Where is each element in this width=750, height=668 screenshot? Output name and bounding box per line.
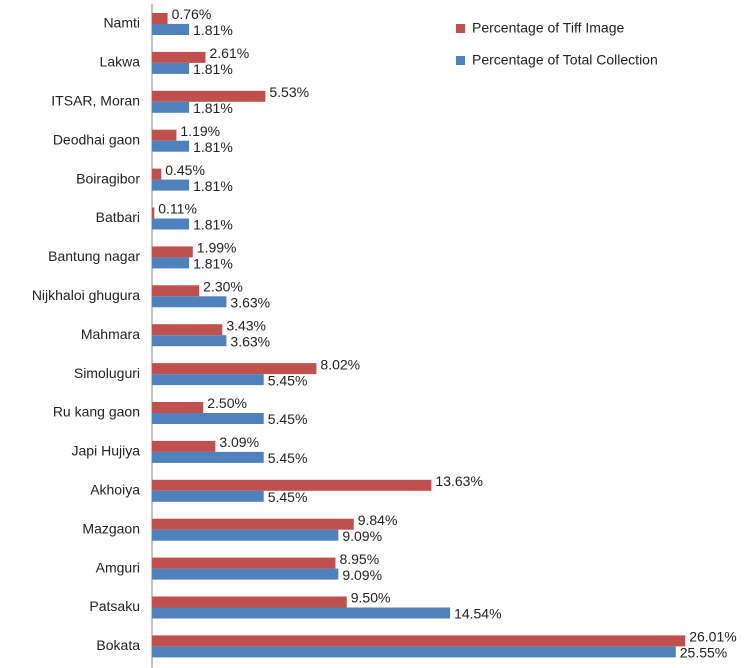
category-label: Patsaku <box>89 598 140 614</box>
bar <box>152 13 168 24</box>
bar <box>152 179 190 191</box>
bar <box>152 335 227 347</box>
data-label: 1.81% <box>193 139 233 155</box>
data-label: 8.95% <box>339 551 379 567</box>
data-label: 5.53% <box>269 84 309 100</box>
bar <box>152 285 200 297</box>
bar <box>152 413 264 424</box>
data-label: 3.63% <box>230 333 270 349</box>
category-label: Japi Hujiya <box>72 443 141 459</box>
bar <box>152 635 686 647</box>
bar <box>152 363 317 375</box>
bar <box>152 62 190 74</box>
data-label: 25.55% <box>680 645 727 661</box>
legend-swatch <box>456 56 465 65</box>
data-label: 1.19% <box>180 123 220 139</box>
category-label: Mazgaon <box>82 520 140 536</box>
data-label: 1.99% <box>197 240 237 256</box>
bar <box>152 596 347 608</box>
data-label: 13.63% <box>435 473 482 489</box>
bar <box>152 246 193 258</box>
data-label: 5.45% <box>268 450 308 466</box>
category-label: Akhoiya <box>90 482 140 498</box>
data-label: 3.43% <box>226 317 266 333</box>
bar <box>152 24 190 35</box>
data-label: 1.81% <box>193 22 233 38</box>
data-label: 3.09% <box>219 434 259 450</box>
bar <box>152 490 264 502</box>
category-label: Mahmara <box>81 326 140 342</box>
data-label: 2.50% <box>207 395 247 411</box>
data-label: 9.50% <box>351 590 391 606</box>
bar <box>152 207 155 219</box>
category-label: Deodhai gaon <box>53 131 140 147</box>
data-label: 9.09% <box>342 528 382 544</box>
category-label: Simoluguri <box>74 365 140 381</box>
legend-swatch <box>456 24 465 33</box>
bar <box>152 101 190 113</box>
category-label: Nijkhaloi ghugura <box>32 287 140 303</box>
bar <box>152 129 177 141</box>
category-label: Namti <box>103 15 140 31</box>
bar <box>152 440 216 452</box>
bar <box>152 296 227 308</box>
bar <box>152 168 162 180</box>
bar <box>152 324 223 336</box>
category-label: Bantung nagar <box>48 248 140 264</box>
bar <box>152 646 676 658</box>
legend-label: Percentage of Tiff Image <box>472 20 624 36</box>
data-label: 9.09% <box>342 567 382 583</box>
bar <box>152 568 339 580</box>
legend-label: Percentage of Total Collection <box>472 52 658 68</box>
bar <box>152 607 451 619</box>
data-label: 0.76% <box>172 6 212 22</box>
data-label: 5.45% <box>268 411 308 427</box>
bar <box>152 140 190 152</box>
data-label: 2.30% <box>203 279 243 295</box>
data-label: 3.63% <box>230 295 270 311</box>
bar <box>152 518 354 530</box>
data-label: 0.11% <box>158 201 197 217</box>
category-label: Lakwa <box>100 54 141 70</box>
data-label: 2.61% <box>210 45 250 61</box>
data-label: 1.81% <box>193 178 233 194</box>
bar <box>152 218 190 230</box>
bar <box>152 90 266 102</box>
bar <box>152 402 204 413</box>
category-label: ITSAR, Moran <box>51 93 140 109</box>
category-label: Batbari <box>96 209 140 225</box>
category-label: Bokata <box>96 637 140 653</box>
category-label: Ru kang gaon <box>53 404 140 420</box>
data-label: 1.81% <box>193 100 233 116</box>
category-label: Boiragibor <box>76 170 140 186</box>
bar <box>152 479 432 491</box>
data-label: 14.54% <box>454 606 501 622</box>
bar <box>152 529 339 541</box>
bar <box>152 51 206 63</box>
data-label: 5.45% <box>268 372 308 388</box>
data-label: 26.01% <box>689 629 736 645</box>
bar <box>152 257 190 269</box>
category-label: Amguri <box>96 559 140 575</box>
data-label: 9.84% <box>358 512 398 528</box>
bar <box>152 451 264 463</box>
data-label: 0.45% <box>165 162 205 178</box>
data-label: 1.81% <box>193 61 233 77</box>
data-label: 1.81% <box>193 256 233 272</box>
data-label: 8.02% <box>320 356 360 372</box>
data-label: 1.81% <box>193 217 233 233</box>
bar <box>152 557 336 569</box>
data-label: 5.45% <box>268 489 308 505</box>
bar <box>152 374 264 386</box>
